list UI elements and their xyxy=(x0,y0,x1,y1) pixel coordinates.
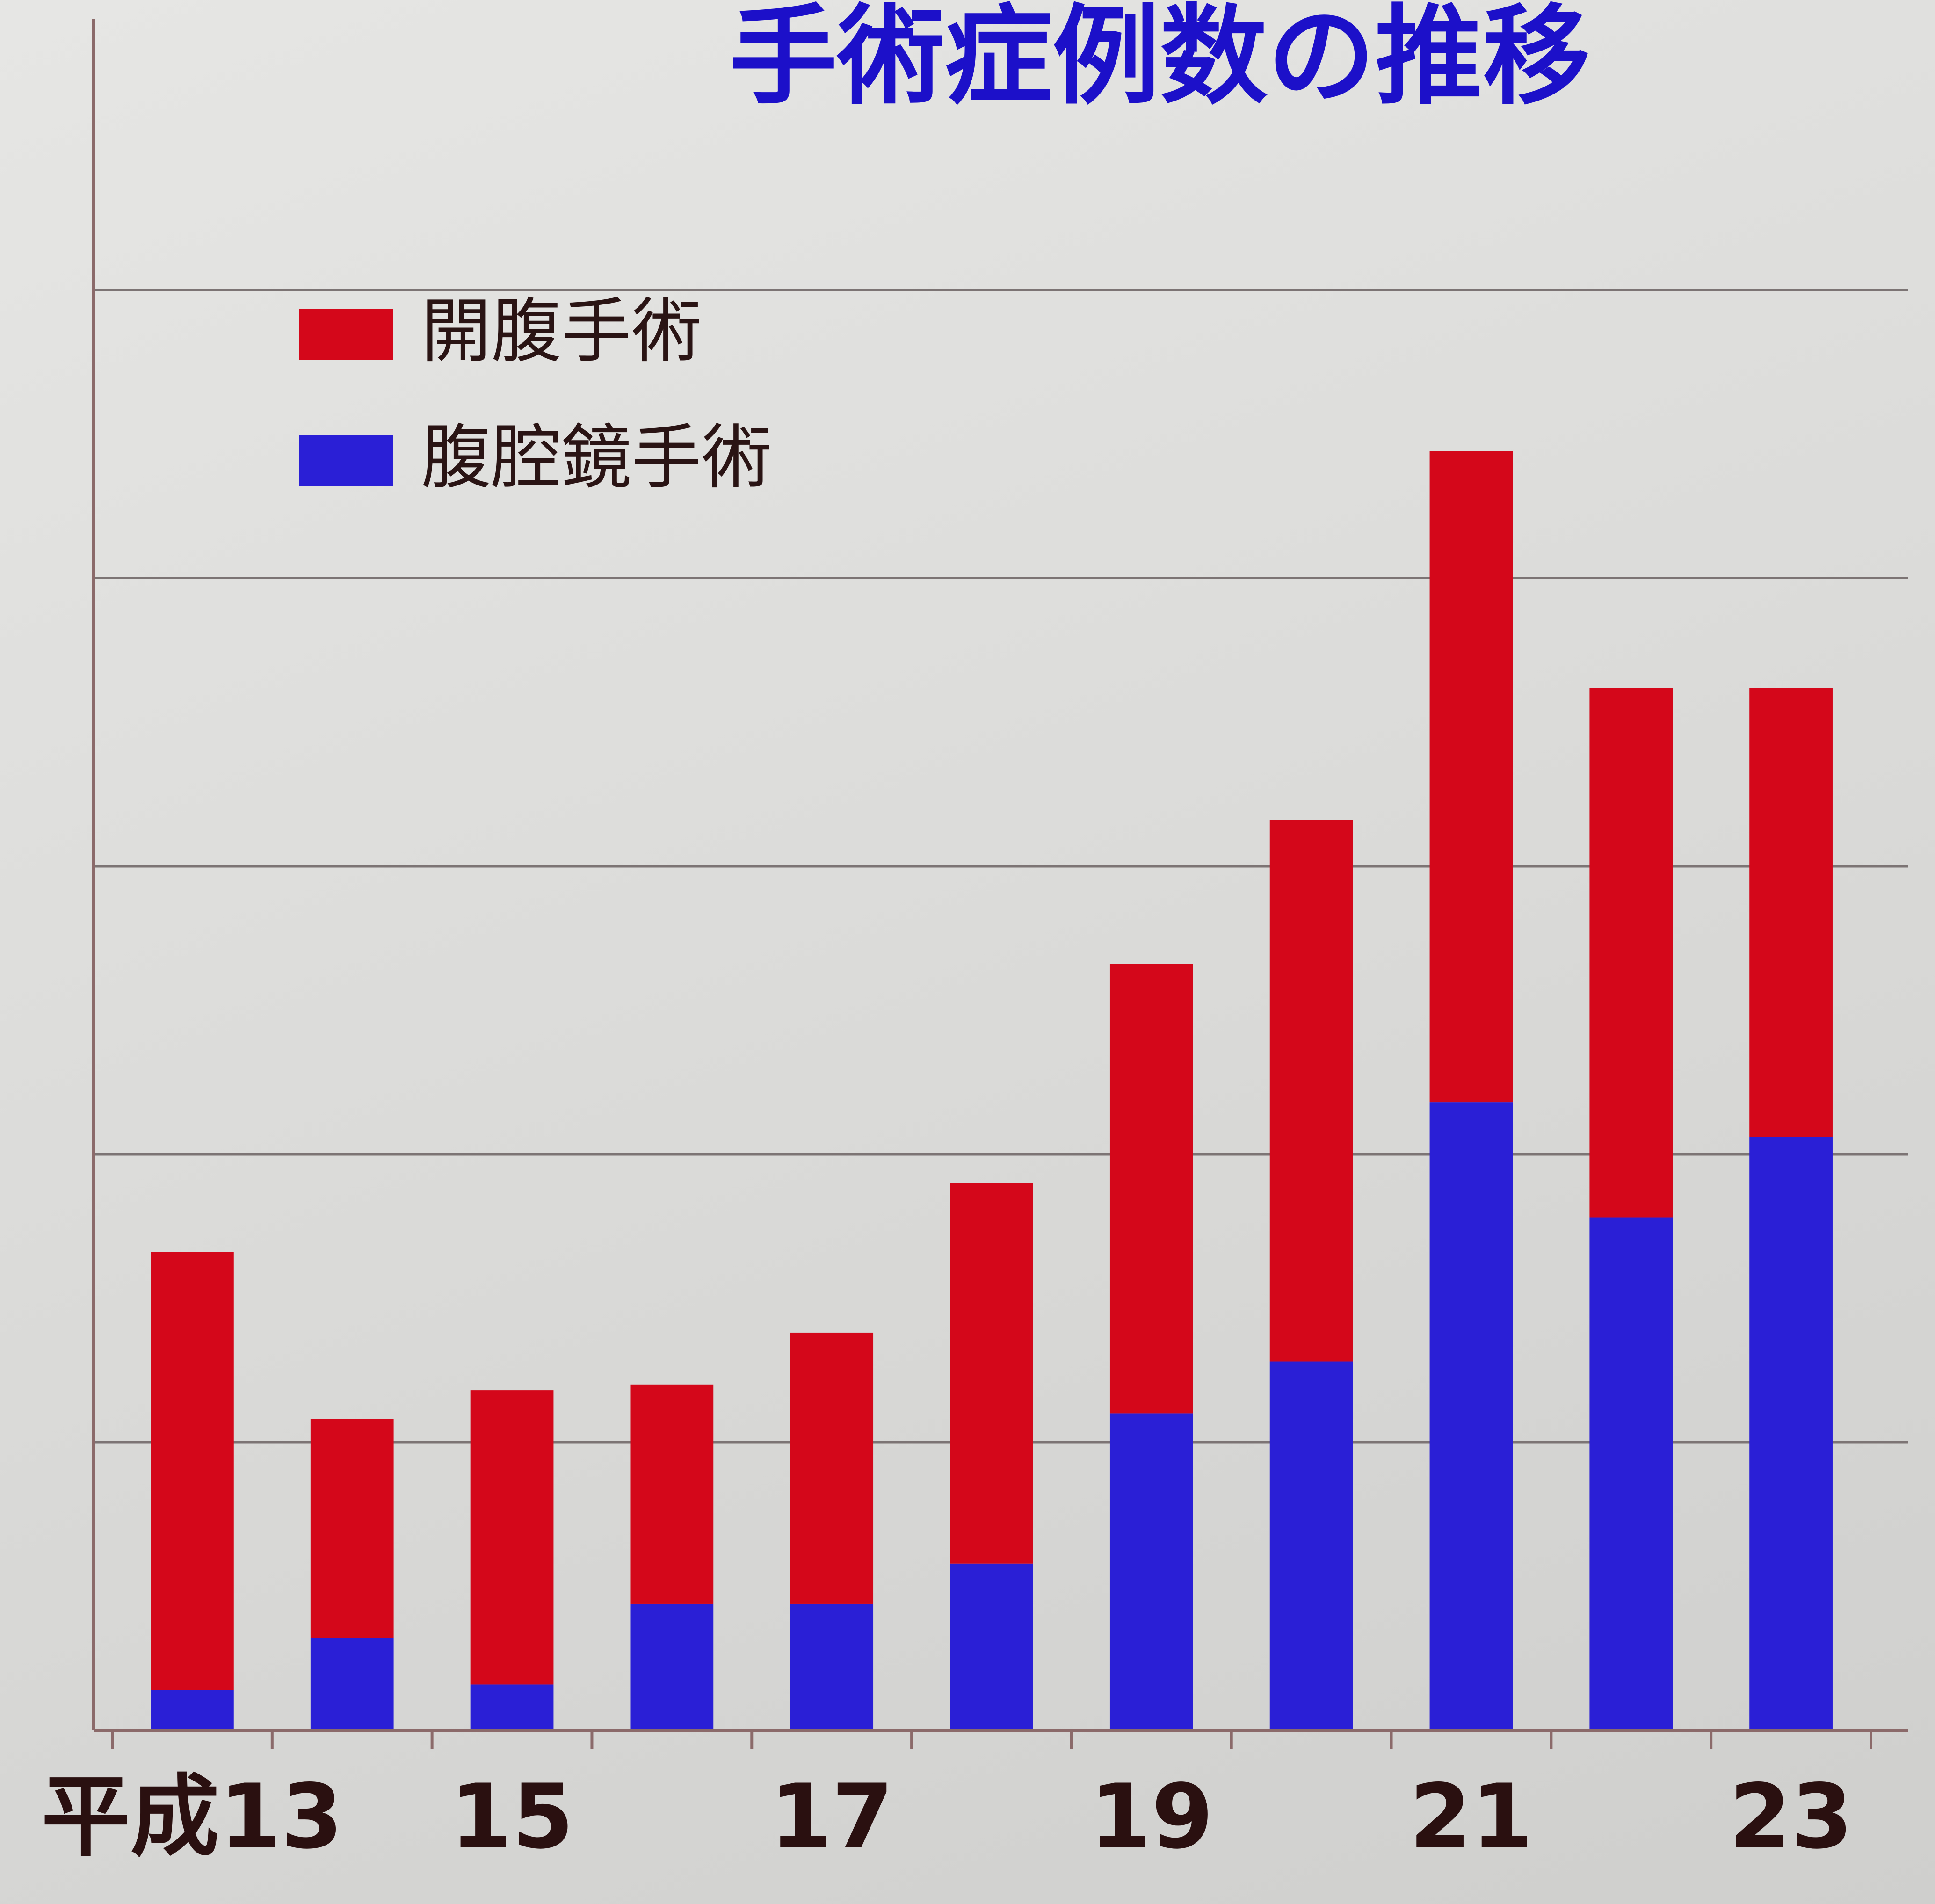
bar-open-19 xyxy=(1109,964,1193,1414)
bar-laparoscopic-15 xyxy=(470,1684,554,1730)
x-tick-label: 19 xyxy=(1090,1765,1213,1868)
legend-label: 腹腔鏡手術 xyxy=(421,417,772,499)
x-tick-label: 23 xyxy=(1729,1765,1853,1868)
bar-open-16 xyxy=(630,1384,714,1604)
legend-swatch xyxy=(299,435,393,486)
legend-swatch xyxy=(299,309,393,360)
legend-label: 開腹手術 xyxy=(421,291,702,372)
bar-laparoscopic-18 xyxy=(950,1563,1033,1730)
x-tick-label: 15 xyxy=(450,1765,573,1868)
bar-laparoscopic-16 xyxy=(630,1603,714,1730)
x-tick-label: 21 xyxy=(1409,1765,1533,1868)
bar-open-17 xyxy=(790,1332,874,1604)
bar-open-20 xyxy=(1269,820,1353,1362)
bar-open-15 xyxy=(470,1390,554,1685)
x-tick-label: 平成13 xyxy=(42,1765,343,1868)
bar-laparoscopic-13 xyxy=(151,1690,234,1730)
bar-laparoscopic-20 xyxy=(1269,1361,1353,1730)
bar-open-13 xyxy=(151,1252,234,1690)
bar-open-18 xyxy=(950,1183,1033,1564)
bar-laparoscopic-19 xyxy=(1109,1413,1193,1730)
bar-laparoscopic-22 xyxy=(1589,1217,1673,1730)
bar-open-22 xyxy=(1589,688,1673,1218)
x-tick-label: 17 xyxy=(770,1765,893,1868)
bar-laparoscopic-14 xyxy=(310,1638,394,1730)
chart-title: 手術症例数の推移 xyxy=(730,0,1590,119)
bar-open-21 xyxy=(1429,451,1513,1103)
axes: 平成13 15 17 19 21 23 xyxy=(42,19,1908,1868)
bar-laparoscopic-17 xyxy=(790,1603,874,1730)
bars xyxy=(151,451,1833,1730)
bar-laparoscopic-21 xyxy=(1429,1102,1513,1730)
bar-open-14 xyxy=(310,1419,394,1638)
bar-laparoscopic-23 xyxy=(1749,1137,1833,1730)
bar-open-23 xyxy=(1749,688,1833,1137)
